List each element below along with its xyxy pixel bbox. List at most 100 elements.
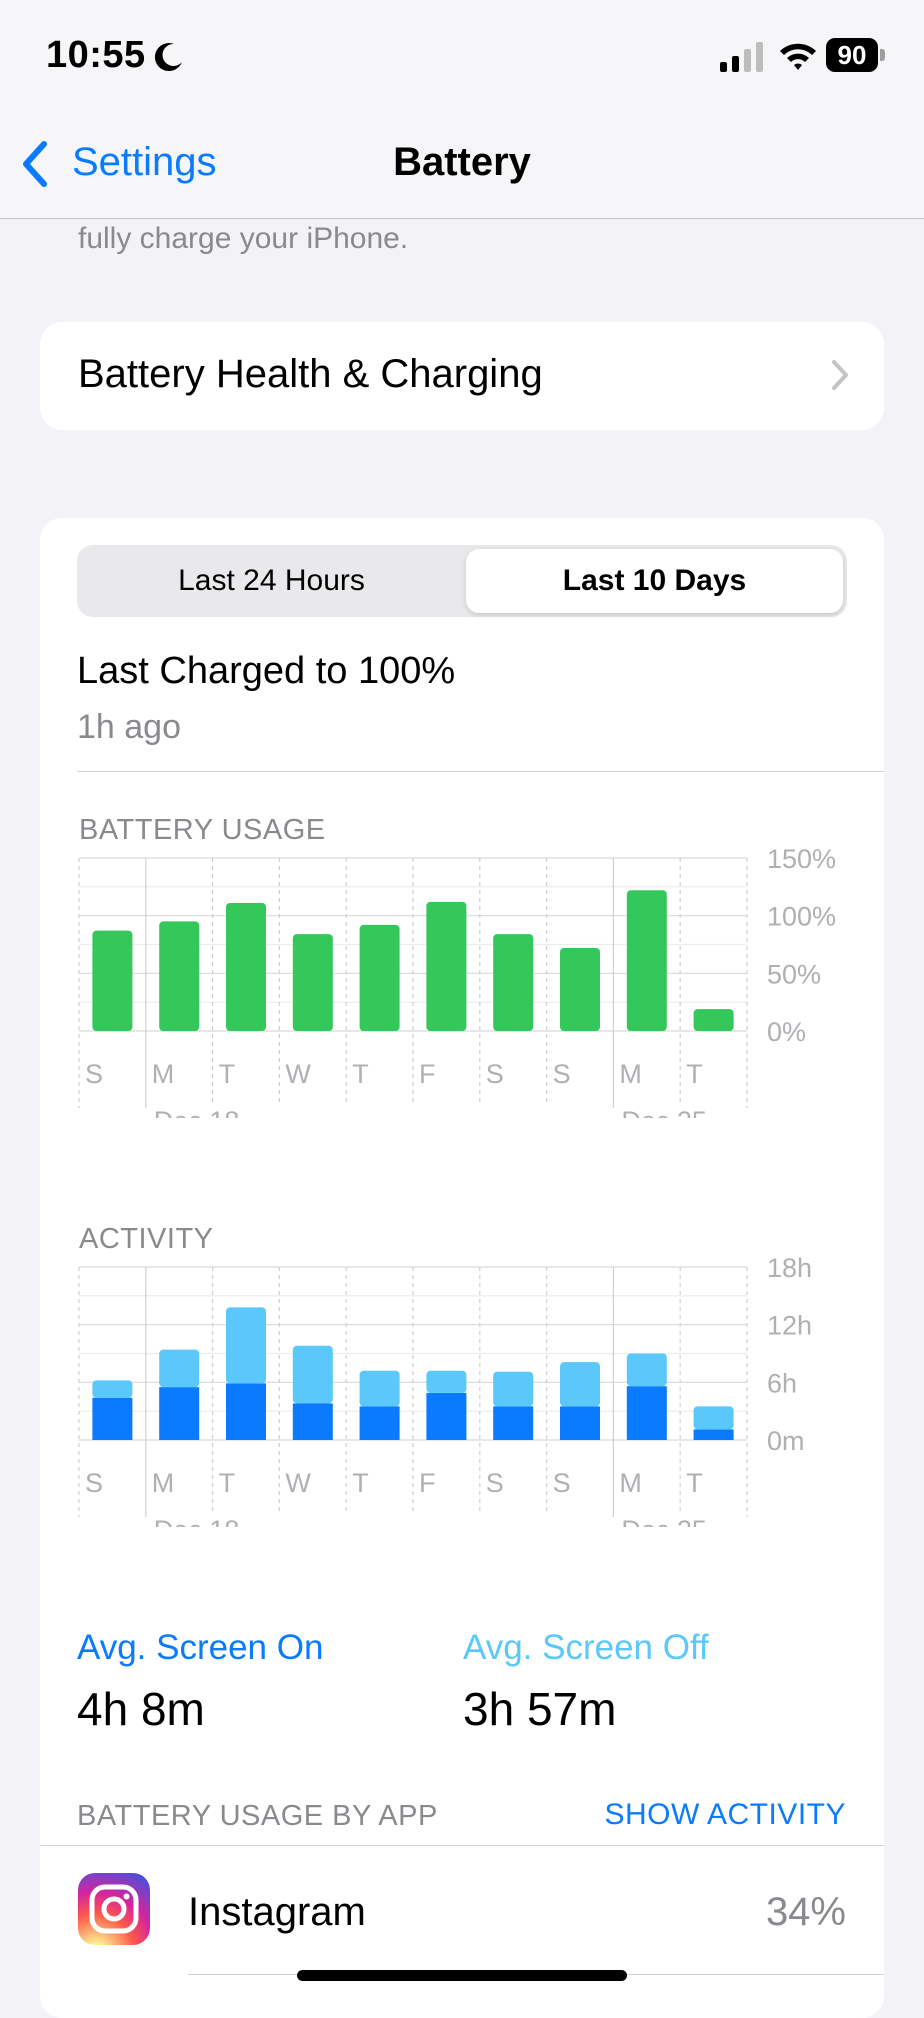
battery-usage-day-label: M [152,1059,175,1089]
chevron-right-icon [832,360,848,390]
battery-usage-y-tick: 0% [767,1017,806,1047]
battery-usage-day-label: T [352,1059,369,1089]
cellular-signal-icon [720,42,763,72]
back-button[interactable]: Settings [72,140,217,184]
battery-usage-bar [626,890,667,1031]
app-name: Instagram [188,1890,366,1934]
activity-date-label: Dec 18 [154,1515,240,1527]
activity-bar [426,1392,467,1440]
segment-last-10-days[interactable]: Last 10 Days [466,549,843,613]
divider [77,771,884,772]
battery-usage-day-label: S [553,1059,571,1089]
time-range-segmented-control: Last 24 Hours Last 10 Days [77,545,847,617]
activity-chart: S M T W T F S S M T Dec 18 Dec 25 18h 12h 6h 0m [78,1257,812,1527]
activity-bar [560,1406,600,1440]
activity-bar [359,1370,400,1407]
activity-day-label: T [352,1468,369,1498]
page-title: Battery [393,140,531,184]
battery-usage-y-tick: 100% [767,902,836,932]
battery-usage-day-label: W [285,1059,311,1089]
status-bar: 10:55 90 [0,0,924,110]
show-activity-button[interactable]: SHOW ACTIVITY [604,1798,846,1831]
battery-usage-bar [560,947,600,1031]
avg-screen-off-value: 3h 57m [463,1683,617,1735]
home-indicator[interactable] [297,1970,627,1981]
activity-bar [493,1371,534,1407]
battery-usage-date-label: Dec 18 [154,1106,240,1118]
activity-day-label: M [152,1468,175,1498]
battery-usage-day-label: S [85,1059,103,1089]
activity-y-tick: 6h [767,1368,797,1398]
battery-health-row[interactable]: Battery Health & Charging [40,322,884,430]
activity-y-tick: 0m [767,1426,805,1456]
activity-day-label: T [686,1468,703,1498]
divider [40,1845,884,1846]
battery-tip-icon [880,49,885,61]
battery-level-text: 90 [837,40,867,70]
battery-usage-y-tick: 150% [767,848,836,874]
activity-bar [626,1386,667,1440]
activity-bar [626,1353,667,1387]
battery-usage-day-label: S [486,1059,504,1089]
battery-usage-day-label: T [686,1059,703,1089]
battery-usage-day-label: M [619,1059,642,1089]
avg-screen-on-value: 4h 8m [77,1683,205,1735]
battery-usage-bar [226,902,266,1031]
battery-usage-bar [426,901,467,1031]
activity-day-label: W [285,1468,311,1498]
battery-usage-day-label: F [419,1059,436,1089]
last-charged-time: 1h ago [77,708,181,746]
activity-bar [493,1406,534,1440]
activity-day-label: S [85,1468,103,1498]
navigation-bar: Settings Battery [0,110,924,219]
activity-day-label: M [619,1468,642,1498]
battery-usage-bar [493,934,534,1031]
instagram-app-icon [78,1873,150,1945]
activity-bar [159,1349,200,1388]
app-usage-percent: 34% [765,1890,846,1934]
battery-usage-card: Last 24 Hours Last 10 Days Last Charged … [40,518,884,2018]
last-charged-title: Last Charged to 100% [77,650,456,692]
activity-bar [226,1383,266,1440]
activity-bar [226,1307,266,1384]
activity-bar [693,1429,734,1440]
segment-last-24-hours[interactable]: Last 24 Hours [178,564,365,597]
activity-bar [292,1403,333,1440]
activity-section-label: ACTIVITY [79,1223,214,1255]
activity-date-label: Dec 25 [621,1515,707,1527]
battery-usage-bar [92,930,133,1031]
battery-icon: 90 [826,38,878,72]
activity-bar [92,1380,133,1398]
battery-usage-chart: S M T W T F S S M T Dec 18 Dec 25 150% 100% 50% 0% [78,848,836,1118]
battery-usage-bar [292,934,333,1031]
status-time: 10:55 [46,34,146,76]
battery-usage-bar [359,924,400,1031]
back-chevron-icon[interactable] [20,140,50,188]
app-row-instagram[interactable]: Instagram 34% [40,1846,884,1976]
battery-usage-section-label: BATTERY USAGE [79,814,326,846]
battery-usage-y-tick: 50% [767,959,821,989]
activity-bar [359,1406,400,1440]
activity-bar [292,1345,333,1404]
activity-bar [560,1362,600,1407]
battery-usage-bar [159,921,200,1031]
activity-bar [159,1387,200,1440]
battery-description-text: fully charge your iPhone. [78,222,409,255]
battery-usage-by-app-label: BATTERY USAGE BY APP [77,1800,438,1832]
activity-bar [426,1370,467,1393]
camera-glyph-icon [89,1884,139,1934]
activity-y-tick: 12h [767,1311,812,1341]
activity-day-label: S [553,1468,571,1498]
activity-bar [693,1406,734,1430]
battery-usage-bar [693,1009,734,1031]
battery-usage-date-label: Dec 25 [621,1106,707,1118]
activity-day-label: T [219,1468,236,1498]
battery-usage-day-label: T [219,1059,236,1089]
wifi-icon [780,43,816,70]
activity-day-label: F [419,1468,436,1498]
focus-moon-icon [154,43,182,72]
avg-screen-on-label: Avg. Screen On [77,1628,324,1667]
activity-bar [92,1397,133,1440]
activity-y-tick: 18h [767,1257,812,1283]
battery-health-label: Battery Health & Charging [78,352,543,396]
